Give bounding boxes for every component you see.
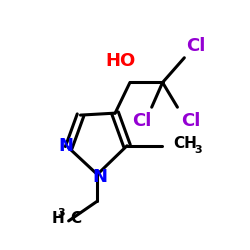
- Text: Cl: Cl: [182, 112, 201, 130]
- Text: Cl: Cl: [186, 37, 206, 55]
- Text: 3: 3: [194, 145, 202, 155]
- Text: CH: CH: [174, 136, 197, 151]
- Text: C: C: [70, 212, 82, 226]
- Text: Cl: Cl: [132, 112, 152, 130]
- Text: N: N: [93, 168, 108, 186]
- Text: 3: 3: [57, 208, 65, 218]
- Text: N: N: [58, 137, 73, 155]
- Text: H: H: [52, 212, 65, 226]
- Text: HO: HO: [105, 52, 135, 70]
